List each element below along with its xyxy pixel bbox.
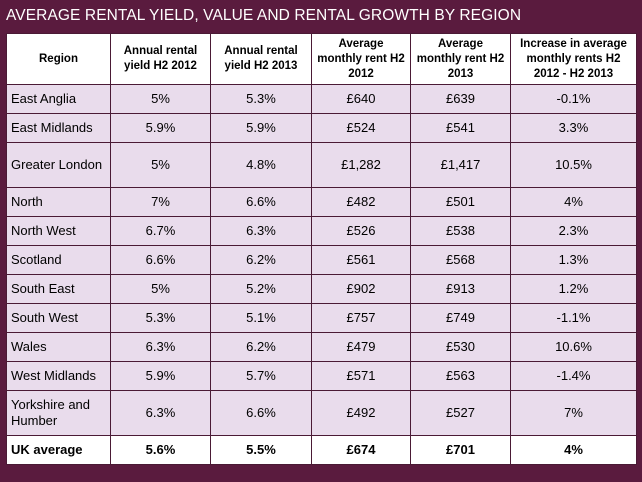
yield-2012-cell: 5% <box>110 274 211 304</box>
yield-2013-cell: 6.2% <box>210 245 312 275</box>
yield-2013-cell: 5.7% <box>210 361 312 391</box>
yield-2012-cell: 5.9% <box>110 113 211 143</box>
increase-cell: 10.6% <box>510 332 637 362</box>
increase-cell: 4% <box>510 187 637 217</box>
region-cell: East Anglia <box>6 84 111 114</box>
table-row: Yorkshire and Humber 6.3% 6.6% £492 £527… <box>6 390 637 436</box>
table-row: North 7% 6.6% £482 £501 4% <box>6 187 637 217</box>
rent-2012-cell: £902 <box>311 274 411 304</box>
total-rent-2012-cell: £674 <box>311 435 411 465</box>
region-cell: Yorkshire and Humber <box>6 390 111 436</box>
total-region-cell: UK average <box>6 435 111 465</box>
yield-2013-cell: 6.6% <box>210 390 312 436</box>
rent-2012-cell: £571 <box>311 361 411 391</box>
rent-2013-cell: £530 <box>410 332 511 362</box>
rent-2013-cell: £541 <box>410 113 511 143</box>
rent-2012-cell: £526 <box>311 216 411 246</box>
increase-cell: 2.3% <box>510 216 637 246</box>
table-row: South East 5% 5.2% £902 £913 1.2% <box>6 274 637 304</box>
yield-2012-cell: 6.3% <box>110 332 211 362</box>
yield-2012-cell: 5.3% <box>110 303 211 333</box>
yield-2012-cell: 7% <box>110 187 211 217</box>
yield-2013-cell: 5.3% <box>210 84 312 114</box>
region-cell: East Midlands <box>6 113 111 143</box>
rent-2013-cell: £501 <box>410 187 511 217</box>
yield-2013-cell: 5.1% <box>210 303 312 333</box>
rent-2012-cell: £1,282 <box>311 142 411 188</box>
total-yield-2013-cell: 5.5% <box>210 435 312 465</box>
rent-2012-cell: £524 <box>311 113 411 143</box>
table-row: West Midlands 5.9% 5.7% £571 £563 -1.4% <box>6 361 637 391</box>
rent-2012-cell: £479 <box>311 332 411 362</box>
header-rent-2013: Average monthly rent H2 2013 <box>410 33 511 85</box>
header-yield-2012: Annual rental yield H2 2012 <box>110 33 211 85</box>
increase-cell: 10.5% <box>510 142 637 188</box>
region-cell: Scotland <box>6 245 111 275</box>
increase-cell: -1.1% <box>510 303 637 333</box>
total-row: UK average 5.6% 5.5% £674 £701 4% <box>6 435 637 465</box>
yield-2012-cell: 6.3% <box>110 390 211 436</box>
table-row: Greater London 5% 4.8% £1,282 £1,417 10.… <box>6 142 637 188</box>
header-increase: Increase in average monthly rents H2 201… <box>510 33 637 85</box>
rent-2013-cell: £563 <box>410 361 511 391</box>
total-rent-2013-cell: £701 <box>410 435 511 465</box>
yield-2012-cell: 6.6% <box>110 245 211 275</box>
region-cell: North West <box>6 216 111 246</box>
yield-2013-cell: 5.9% <box>210 113 312 143</box>
yield-2012-cell: 5% <box>110 84 211 114</box>
table-row: North West 6.7% 6.3% £526 £538 2.3% <box>6 216 637 246</box>
rent-2012-cell: £757 <box>311 303 411 333</box>
rental-table: Region Annual rental yield H2 2012 Annua… <box>6 33 637 465</box>
header-region: Region <box>6 33 111 85</box>
table-row: East Midlands 5.9% 5.9% £524 £541 3.3% <box>6 113 637 143</box>
rent-2013-cell: £1,417 <box>410 142 511 188</box>
rent-2013-cell: £527 <box>410 390 511 436</box>
rent-2013-cell: £639 <box>410 84 511 114</box>
region-cell: Wales <box>6 332 111 362</box>
total-increase-cell: 4% <box>510 435 637 465</box>
rent-2013-cell: £749 <box>410 303 511 333</box>
yield-2013-cell: 6.2% <box>210 332 312 362</box>
increase-cell: 7% <box>510 390 637 436</box>
region-cell: South East <box>6 274 111 304</box>
yield-2012-cell: 6.7% <box>110 216 211 246</box>
region-cell: West Midlands <box>6 361 111 391</box>
yield-2013-cell: 6.3% <box>210 216 312 246</box>
yield-2013-cell: 6.6% <box>210 187 312 217</box>
increase-cell: -0.1% <box>510 84 637 114</box>
yield-2013-cell: 5.2% <box>210 274 312 304</box>
region-cell: North <box>6 187 111 217</box>
table-row: East Anglia 5% 5.3% £640 £639 -0.1% <box>6 84 637 114</box>
header-yield-2013: Annual rental yield H2 2013 <box>210 33 312 85</box>
table-row: South West 5.3% 5.1% £757 £749 -1.1% <box>6 303 637 333</box>
increase-cell: 1.3% <box>510 245 637 275</box>
yield-2012-cell: 5.9% <box>110 361 211 391</box>
header-rent-2012: Average monthly rent H2 2012 <box>311 33 411 85</box>
rent-2012-cell: £492 <box>311 390 411 436</box>
header-row: Region Annual rental yield H2 2012 Annua… <box>6 33 637 85</box>
increase-cell: -1.4% <box>510 361 637 391</box>
rent-2012-cell: £482 <box>311 187 411 217</box>
rent-2012-cell: £640 <box>311 84 411 114</box>
yield-2013-cell: 4.8% <box>210 142 312 188</box>
rent-2013-cell: £568 <box>410 245 511 275</box>
total-yield-2012-cell: 5.6% <box>110 435 211 465</box>
table-row: Scotland 6.6% 6.2% £561 £568 1.3% <box>6 245 637 275</box>
region-cell: South West <box>6 303 111 333</box>
table-row: Wales 6.3% 6.2% £479 £530 10.6% <box>6 332 637 362</box>
rent-2013-cell: £913 <box>410 274 511 304</box>
region-cell: Greater London <box>6 142 111 188</box>
table-title: AVERAGE RENTAL YIELD, VALUE AND RENTAL G… <box>6 7 522 24</box>
increase-cell: 3.3% <box>510 113 637 143</box>
increase-cell: 1.2% <box>510 274 637 304</box>
yield-2012-cell: 5% <box>110 142 211 188</box>
rent-2012-cell: £561 <box>311 245 411 275</box>
rent-2013-cell: £538 <box>410 216 511 246</box>
